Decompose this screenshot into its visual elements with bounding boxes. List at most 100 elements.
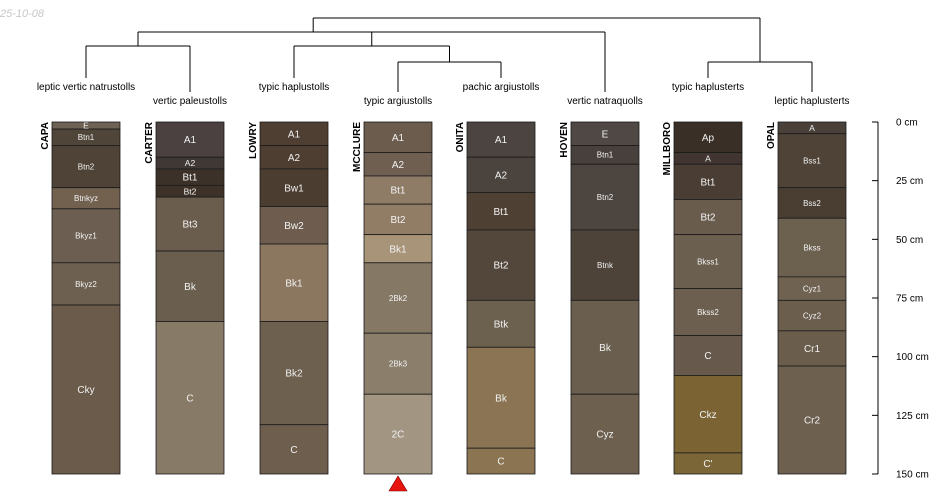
profile-id-label: OPAL	[766, 122, 777, 149]
horizon-label: 2Bk2	[389, 294, 408, 303]
profile-mcclure: A1 A2 Bt1 Bt2 Bk1 2Bk2 2Bk3 2C MCCLURE	[352, 121, 433, 475]
horizon-label: Bt2	[184, 186, 197, 196]
horizon	[777, 217, 847, 278]
horizon-label: Bt1	[493, 207, 508, 218]
profile-millboro: Ap A Bt1 Bt2 Bkss1 Bkss2 C Ckz C' MILLBORO	[662, 121, 743, 475]
horizon	[673, 234, 743, 290]
horizon-label: Btnkyz	[74, 194, 98, 203]
marker-triangle-icon	[388, 475, 408, 492]
horizon-label: A2	[392, 160, 405, 171]
horizon-label: E	[83, 121, 89, 131]
horizon-label: Cyz1	[803, 284, 822, 293]
horizon	[466, 121, 536, 158]
horizon	[363, 234, 433, 264]
horizon-label: Bss2	[803, 199, 821, 208]
depth-axis: 0 cm 25 cm 50 cm 75 cm 100 cm 125 cm 150 cm	[872, 118, 929, 481]
horizon	[466, 346, 536, 449]
profile-id-label: CARTER	[144, 121, 155, 163]
horizon-label: Bt1	[700, 177, 715, 188]
horizon-label: Cr1	[804, 344, 821, 355]
taxon-label: leptic haplusterts	[774, 96, 849, 107]
horizon	[466, 156, 536, 193]
horizon	[777, 187, 847, 219]
horizon-label: Btn1	[597, 151, 614, 160]
horizon-label: A	[809, 123, 815, 133]
horizon	[466, 229, 536, 301]
horizon-label: Bkss1	[697, 258, 719, 267]
horizon	[570, 299, 640, 395]
profile-id-label: LOWRY	[248, 122, 259, 159]
horizon-label: Ap	[702, 133, 715, 144]
marker-triangle-icon	[388, 475, 408, 492]
horizon-label: Bw1	[284, 183, 304, 194]
horizon	[363, 121, 433, 153]
horizon	[777, 365, 847, 475]
horizon-label: Bt2	[700, 213, 715, 224]
horizon	[155, 321, 225, 475]
horizon-label: 2Bk3	[389, 360, 408, 369]
horizon-label: Btn2	[78, 162, 95, 171]
dendrogram	[85, 17, 813, 92]
horizon-label: C'	[703, 459, 712, 470]
depth-tick-label: 100 cm	[896, 352, 929, 363]
horizon-label: Btn2	[597, 193, 614, 202]
horizon	[259, 243, 329, 322]
horizon	[466, 299, 536, 348]
horizon-label: Ckz	[699, 410, 716, 421]
horizon-label: Cky	[77, 385, 94, 396]
horizon-label: Bk2	[285, 369, 303, 380]
profile-lowry: A1 A2 Bw1 Bw2 Bk1 Bk2 C LOWRY	[248, 121, 329, 475]
horizon-label: Bt3	[182, 220, 197, 231]
horizon	[259, 168, 329, 207]
horizon	[570, 163, 640, 231]
depth-tick-label: 125 cm	[896, 411, 929, 422]
horizon-label: Bt2	[390, 215, 405, 226]
taxon-label: vertic natraquolls	[567, 96, 643, 107]
profile-id-label: ONITA	[455, 122, 466, 152]
horizon	[51, 145, 121, 189]
profile-id-label: MCCLURE	[352, 122, 363, 172]
horizon	[363, 262, 433, 334]
horizon	[570, 393, 640, 475]
taxon-labels: leptic vertic natrustolls vertic paleusto…	[37, 82, 850, 107]
horizon-label: A1	[495, 135, 508, 146]
taxon-label: pachic argiustolls	[463, 82, 540, 93]
horizon-label: A2	[288, 153, 301, 164]
depth-tick-label: 50 cm	[896, 235, 923, 246]
horizon	[570, 229, 640, 301]
horizon-label: A2	[185, 158, 196, 168]
horizon-label: Cr2	[804, 416, 821, 427]
soil-profiles: E Btn1 Btn2 Btnkyz Bkyz1 Bkyz2 Cky CAPA A1 A2 Bt1 B…	[40, 121, 847, 475]
horizon	[777, 133, 847, 189]
horizon	[155, 250, 225, 322]
horizon-label: Bk	[599, 343, 612, 354]
depth-tick-label: 75 cm	[896, 294, 923, 305]
horizon-label: Bk1	[285, 278, 303, 289]
profile-onita: A1 A2 Bt1 Bt2 Btk Bk C ONITA	[455, 121, 536, 475]
depth-tick-label: 25 cm	[896, 176, 923, 187]
horizon	[51, 208, 121, 264]
horizon-label: A	[705, 153, 711, 163]
horizon	[466, 447, 536, 475]
horizon	[673, 375, 743, 454]
horizon-label: Bt1	[390, 186, 405, 197]
horizon-label: E	[602, 129, 609, 140]
horizon	[155, 121, 225, 158]
horizon-label: Btk	[494, 319, 509, 330]
horizon-label: Bw2	[284, 221, 304, 232]
horizon-label: Bkyz1	[75, 232, 97, 241]
horizon	[259, 424, 329, 475]
horizon	[155, 196, 225, 252]
taxon-label: vertic paleustolls	[153, 96, 227, 107]
horizon-label: Bkss	[803, 243, 820, 252]
profile-id-label: HOVEN	[559, 122, 570, 158]
horizon	[259, 321, 329, 426]
profile-capa: E Btn1 Btn2 Btnkyz Bkyz1 Bkyz2 Cky CAPA	[40, 121, 121, 475]
horizon-label: Bkss2	[697, 308, 719, 317]
horizon-label: Bt1	[182, 173, 197, 184]
profile-hoven: E Btn1 Btn2 Btnk Bk Cyz HOVEN	[559, 121, 640, 475]
horizon-label: Cyz2	[803, 311, 822, 320]
horizon	[259, 206, 329, 245]
horizon	[777, 330, 847, 367]
